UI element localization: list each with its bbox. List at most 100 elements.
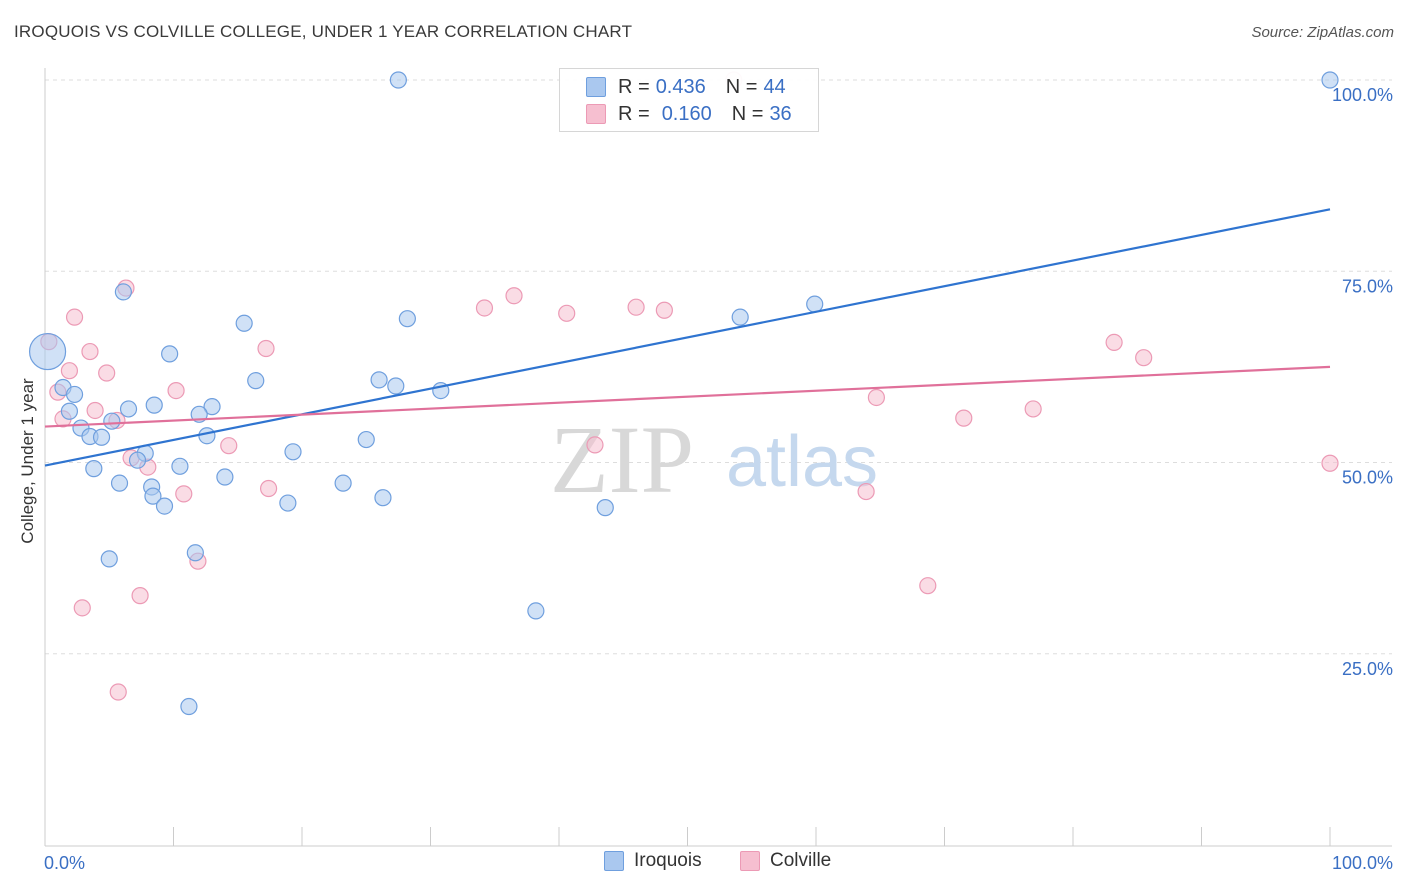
colville-point	[220, 437, 238, 455]
colville-points	[40, 71, 1339, 701]
colville-point	[955, 409, 973, 427]
iroquois-point	[1321, 71, 1339, 89]
iroquois-point	[731, 308, 749, 326]
legend-row-iroquois: R = 0.436 N = 44	[586, 74, 786, 100]
legend-item-iroquois[interactable]: Iroquois	[604, 850, 702, 872]
colville-point	[1105, 333, 1123, 351]
legend-r-label: R =	[618, 75, 650, 98]
colville-point	[475, 299, 494, 317]
legend-item-colville[interactable]: Colville	[740, 850, 831, 872]
x-tick-label: 0.0%	[44, 853, 85, 873]
iroquois-point	[103, 412, 121, 430]
colville-point	[586, 436, 604, 454]
tick-labels: 25.0% 50.0% 75.0% 100.0% 0.0% 100.0%	[44, 85, 1393, 873]
y-tick-label: 50.0%	[1342, 468, 1393, 488]
iroquois-point	[527, 602, 545, 620]
colville-point	[1321, 454, 1339, 472]
colville-point	[257, 339, 275, 358]
colville-point	[86, 401, 104, 420]
iroquois-point	[596, 499, 614, 517]
colville-point	[1135, 349, 1153, 367]
iroquois-point	[357, 430, 375, 449]
legend-r-value-colville: 0.160	[661, 102, 712, 125]
iroquois-point	[85, 460, 103, 478]
iroquois-point	[216, 468, 234, 486]
iroquois-point	[128, 451, 147, 469]
legend-n-label: N =	[731, 102, 764, 125]
y-tick-label: 25.0%	[1342, 659, 1393, 679]
colville-point	[558, 304, 576, 322]
watermark-atlas: atlas	[726, 422, 878, 502]
source-credit: Source: ZipAtlas.com	[1251, 24, 1394, 41]
colville-swatch	[586, 104, 606, 124]
legend-r-label: R =	[618, 102, 650, 125]
y-tick-label: 100.0%	[1332, 85, 1393, 105]
legend-label-colville: Colville	[770, 850, 832, 871]
iroquois-point	[180, 697, 198, 716]
iroquois-trend-line	[44, 208, 1331, 467]
colville-point	[131, 587, 149, 605]
x-tick-label: 100.0%	[1332, 853, 1393, 873]
iroquois-point	[334, 474, 352, 492]
colville-point	[259, 479, 278, 498]
iroquois-point	[119, 400, 138, 418]
iroquois-point	[279, 494, 297, 512]
iroquois-legend-swatch	[604, 851, 624, 871]
colville-point	[857, 482, 875, 501]
legend-row-colville: R = 0.160 N = 36	[586, 101, 792, 127]
iroquois-point	[144, 487, 162, 505]
colville-point	[98, 364, 116, 382]
iroquois-points	[28, 71, 1339, 716]
trend-lines	[44, 208, 1331, 467]
watermark-zip: ZIP	[550, 406, 694, 513]
colville-point	[505, 287, 523, 305]
colville-point	[655, 301, 673, 319]
legend-n-value-colville: 36	[769, 102, 792, 125]
watermark: ZIP atlas	[550, 406, 878, 513]
colville-point	[65, 308, 84, 326]
iroquois-point	[374, 489, 392, 507]
chart-title: IROQUOIS VS COLVILLE COLLEGE, UNDER 1 YE…	[14, 22, 633, 41]
colville-point	[81, 342, 99, 361]
iroquois-point	[100, 550, 118, 568]
colville-point	[60, 362, 79, 380]
iroquois-point	[389, 71, 407, 89]
colville-point	[627, 298, 645, 316]
series-legend: Iroquois Colville	[0, 850, 1406, 878]
colville-point	[109, 683, 127, 701]
axes	[44, 68, 1392, 847]
y-axis-title: College, Under 1 year	[18, 378, 37, 544]
iroquois-point	[387, 377, 405, 395]
legend-n-label: N =	[725, 75, 758, 98]
legend-label-iroquois: Iroquois	[634, 850, 702, 871]
legend-n-value-iroquois: 44	[763, 75, 786, 98]
iroquois-point	[247, 372, 265, 390]
iroquois-point	[65, 385, 84, 404]
colville-trend-line	[44, 365, 1331, 428]
iroquois-point	[155, 497, 174, 515]
iroquois-point	[145, 396, 163, 414]
iroquois-point	[370, 371, 388, 389]
gridlines	[45, 79, 1392, 655]
colville-point	[167, 381, 185, 400]
colville-point	[175, 485, 193, 503]
iroquois-swatch	[586, 77, 606, 97]
iroquois-point	[806, 295, 824, 313]
iroquois-point	[235, 314, 253, 332]
iroquois-point	[161, 345, 179, 363]
colville-point	[1024, 400, 1042, 418]
iroquois-point	[198, 427, 216, 445]
y-tick-label: 75.0%	[1342, 276, 1393, 296]
iroquois-point	[203, 398, 221, 416]
colville-point	[73, 599, 91, 617]
correlation-legend: R = 0.436 N = 44 R = 0.160 N = 36	[559, 68, 819, 132]
iroquois-point	[398, 310, 416, 328]
iroquois-point	[186, 544, 204, 562]
iroquois-point	[114, 283, 132, 301]
colville-point	[919, 577, 937, 595]
colville-point	[867, 388, 885, 407]
iroquois-point	[92, 428, 111, 446]
iroquois-point	[28, 332, 67, 371]
iroquois-point	[110, 474, 129, 492]
